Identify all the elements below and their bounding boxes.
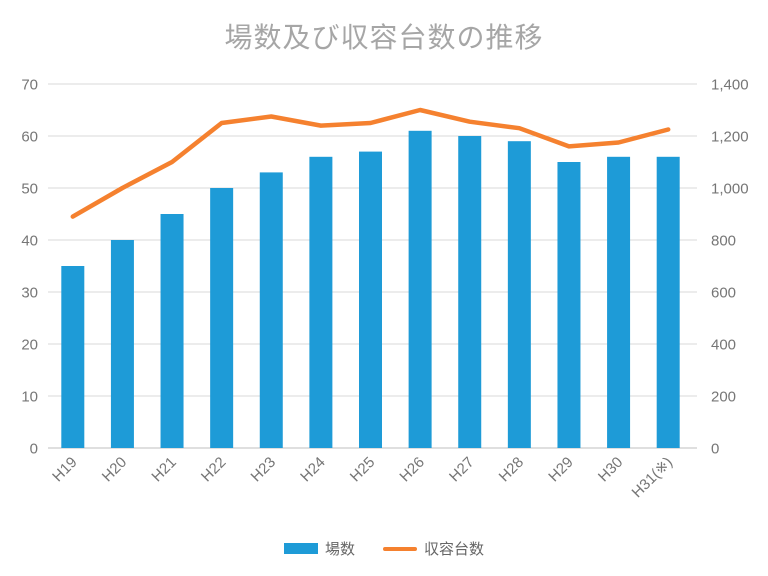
x-axis-label-H20: H20 xyxy=(99,454,130,485)
x-axis-label-H30: H30 xyxy=(595,454,626,485)
legend-item-bar-series: 場数 xyxy=(283,538,355,559)
bar-H20 xyxy=(110,240,134,448)
right-axis-tick-label: 1,400 xyxy=(711,76,749,93)
left-axis-tick-label: 0 xyxy=(30,440,38,457)
x-axis-label-H25: H25 xyxy=(347,454,378,485)
left-axis-tick-label: 30 xyxy=(21,284,38,301)
right-axis-tick-label: 1,000 xyxy=(711,180,749,197)
left-axis-tick-label: 50 xyxy=(21,180,38,197)
x-axis-label-H24: H24 xyxy=(297,454,328,485)
bar-H21 xyxy=(160,214,184,448)
legend-item-line-series: 収容台数 xyxy=(383,538,484,559)
x-axis-label-H31(※): H31(※) xyxy=(629,454,676,501)
bar-H29 xyxy=(557,162,581,448)
left-axis-tick-label: 70 xyxy=(21,76,38,93)
right-axis-tick-label: 800 xyxy=(711,232,736,249)
chart-legend: 場数 収容台数 xyxy=(0,538,768,559)
x-axis-label-H28: H28 xyxy=(496,454,527,485)
legend-label-line-series: 収容台数 xyxy=(424,541,485,558)
bar-H31(※) xyxy=(656,156,680,449)
capacity-line xyxy=(70,107,671,219)
left-axis-tick-label: 60 xyxy=(21,128,38,145)
bar-H27 xyxy=(458,136,482,448)
bar-H25 xyxy=(359,151,382,448)
right-axis-tick-label: 0 xyxy=(711,440,719,457)
x-axis-label-H29: H29 xyxy=(545,454,576,485)
x-axis-label-H21: H21 xyxy=(148,454,179,485)
bar-H24 xyxy=(309,156,333,449)
bar-H19 xyxy=(61,266,85,448)
bar-H23 xyxy=(259,172,283,448)
left-axis-tick-label: 10 xyxy=(21,388,38,405)
chart-title: 場数及び収容台数の推移 xyxy=(224,22,544,53)
legend-label-bar-series: 場数 xyxy=(324,541,355,558)
bar-H30 xyxy=(607,156,631,449)
x-axis-label-H22: H22 xyxy=(198,454,229,485)
bar-H28 xyxy=(507,141,531,448)
bar-H26 xyxy=(408,130,432,449)
left-axis-tick-label: 20 xyxy=(21,336,38,353)
right-axis-tick-label: 200 xyxy=(711,388,736,405)
x-axis-label-H26: H26 xyxy=(396,454,427,485)
x-axis-label-H23: H23 xyxy=(248,454,279,485)
left-axis-tick-label: 40 xyxy=(21,232,38,249)
bar-H22 xyxy=(210,188,234,448)
x-axis-label-H19: H19 xyxy=(49,454,80,485)
right-axis-tick-label: 600 xyxy=(711,284,736,301)
bar-series-swatch-icon xyxy=(283,543,318,554)
x-axis-label-H27: H27 xyxy=(446,454,477,485)
line-series-swatch-icon xyxy=(383,546,417,551)
right-axis-tick-label: 400 xyxy=(711,336,736,353)
right-axis-tick-label: 1,200 xyxy=(711,128,749,145)
